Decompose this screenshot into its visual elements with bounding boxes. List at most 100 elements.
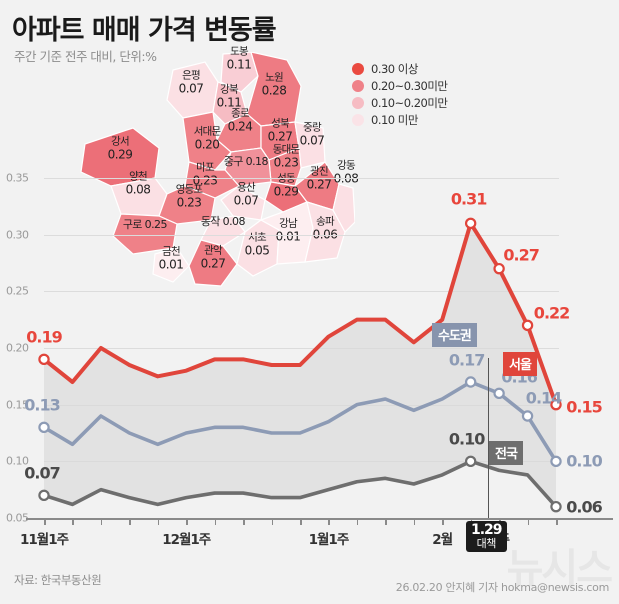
legend-item-label: 0.30 이상 xyxy=(371,61,418,76)
page-title: 아파트 매매 가격 변동률 xyxy=(12,15,277,46)
chart-plot-area xyxy=(38,217,562,513)
x-axis-tick xyxy=(214,518,217,525)
data-point-marker xyxy=(493,262,505,275)
map-shapes xyxy=(80,52,355,287)
x-axis-tick-label: 1월1주 xyxy=(308,532,350,548)
map-district: 금천 0.01 xyxy=(159,246,184,270)
map-district: 중랑 0.07 xyxy=(300,122,325,146)
data-point-label: 0.06 xyxy=(566,497,602,517)
x-axis-tick xyxy=(72,518,74,525)
y-axis-tick-label: 0.15 xyxy=(6,398,29,412)
district-value: 0.23 xyxy=(176,194,202,209)
district-name: 중구 xyxy=(223,155,243,168)
map-district: 성북 0.27 xyxy=(268,118,293,142)
district-value: 0.24 xyxy=(227,118,253,133)
district-name: 은평 xyxy=(182,69,201,82)
district-name: 광진 xyxy=(310,165,329,178)
map-district: 강북 0.11 xyxy=(217,84,242,108)
data-point-marker xyxy=(464,376,477,388)
district-name: 동대문 xyxy=(272,143,300,156)
district-value: 0.29 xyxy=(107,146,133,161)
data-point-marker xyxy=(521,410,534,422)
data-point-label: 0.10 xyxy=(566,451,602,471)
map-district: 송파0.06 xyxy=(313,216,338,240)
district-value: 0.08 xyxy=(219,215,246,228)
x-axis-tick xyxy=(385,518,387,525)
map-district: 동작 0.08 xyxy=(201,212,246,228)
map-district: 중구 0.18 xyxy=(223,152,269,168)
gridline xyxy=(44,348,559,349)
data-point-marker xyxy=(493,387,505,400)
page-subtitle: 주간 기준 전주 대비, 단위:% xyxy=(14,49,157,64)
district-value: 0.23 xyxy=(273,154,299,169)
district-value: 0.07 xyxy=(178,80,204,95)
x-axis-tick xyxy=(271,518,274,525)
data-point-marker xyxy=(550,398,562,411)
legend-item: 0.30 이상 xyxy=(352,60,448,77)
map-district: 관악 0.27 xyxy=(201,245,226,269)
district-name: 구로 xyxy=(122,218,142,231)
district-value: 0.07 xyxy=(233,192,259,207)
data-point-marker xyxy=(550,500,562,513)
data-point-label: 0.22 xyxy=(533,303,570,323)
district-name: 강동 xyxy=(337,159,356,172)
x-axis-tick xyxy=(328,518,330,525)
district-name: 강북 xyxy=(220,83,239,96)
data-point-label: 0.15 xyxy=(566,397,602,417)
district-value: 0.27 xyxy=(306,176,332,191)
gridline xyxy=(44,291,559,293)
district-name: 송파 xyxy=(316,215,335,228)
district-name: 양천 xyxy=(129,170,148,183)
district-name: 영등포 xyxy=(175,183,203,196)
map-district: 도봉 0.11 xyxy=(227,46,252,70)
gridline xyxy=(44,178,559,179)
x-axis-tick-label: 2월 xyxy=(432,532,453,548)
district-name: 종로 xyxy=(231,107,250,120)
data-point-marker xyxy=(38,353,50,366)
policy-marker-line xyxy=(488,358,489,518)
gridline xyxy=(44,234,559,236)
map-district: 영등포 0.23 xyxy=(176,184,203,208)
x-axis-tick xyxy=(100,518,103,525)
legend-color-dot xyxy=(352,79,364,92)
map-district: 은평 0.07 xyxy=(179,70,204,94)
series-label-metro: 수도권 xyxy=(432,323,477,347)
district-name: 마포 xyxy=(196,161,215,174)
data-point-label: 0.10 xyxy=(448,429,485,449)
legend-color-dot xyxy=(352,96,364,109)
data-point-marker xyxy=(464,217,477,230)
map-district: 서대문 0.20 xyxy=(194,126,221,150)
district-name: 금천 xyxy=(162,245,181,258)
district-value: 0.25 xyxy=(141,218,168,231)
x-axis-tick xyxy=(300,518,302,525)
map-district: 서초 0.05 xyxy=(245,232,270,256)
x-axis-tick xyxy=(556,518,558,525)
source-text: 자료: 한국부동산원 xyxy=(14,573,102,587)
district-value: 0.08 xyxy=(333,170,359,185)
map-district: 용산 0.07 xyxy=(234,182,259,206)
legend-item-label: 0.20~0.30미만 xyxy=(371,78,448,93)
y-axis-tick-label: 0.30 xyxy=(6,228,29,242)
x-axis-tick xyxy=(186,518,188,525)
data-point-label: 0.13 xyxy=(24,395,60,415)
district-value: 0.28 xyxy=(261,82,287,97)
district-name: 도봉 xyxy=(230,45,249,58)
x-axis-tick xyxy=(44,518,46,525)
district-name: 중랑 xyxy=(303,121,322,134)
policy-badge: 1.29 대책 xyxy=(466,521,507,553)
district-value: 0.29 xyxy=(273,183,299,198)
data-point-label: 0.27 xyxy=(503,245,539,265)
x-axis-tick-label: 11월1주 xyxy=(19,532,69,548)
map-district: 강남 0.01 xyxy=(276,218,301,242)
district-value: 0.08 xyxy=(125,181,151,196)
chart-area-band xyxy=(44,223,556,507)
policy-date: 1.29 xyxy=(471,522,503,538)
seoul-district-map: 도봉 0.11 강북 0.11 노원 0.28 은평 0.07 종로 0.24 성북 0.27 중랑 0.… xyxy=(55,46,359,302)
district-name: 성북 xyxy=(271,117,290,130)
legend-color-dot xyxy=(352,62,364,75)
map-district: 강서 0.29 xyxy=(108,136,133,160)
x-axis-tick xyxy=(527,518,530,525)
district-value: 0.06 xyxy=(313,228,338,240)
district-value: 0.01 xyxy=(275,228,301,243)
district-value: 0.20 xyxy=(194,136,220,151)
